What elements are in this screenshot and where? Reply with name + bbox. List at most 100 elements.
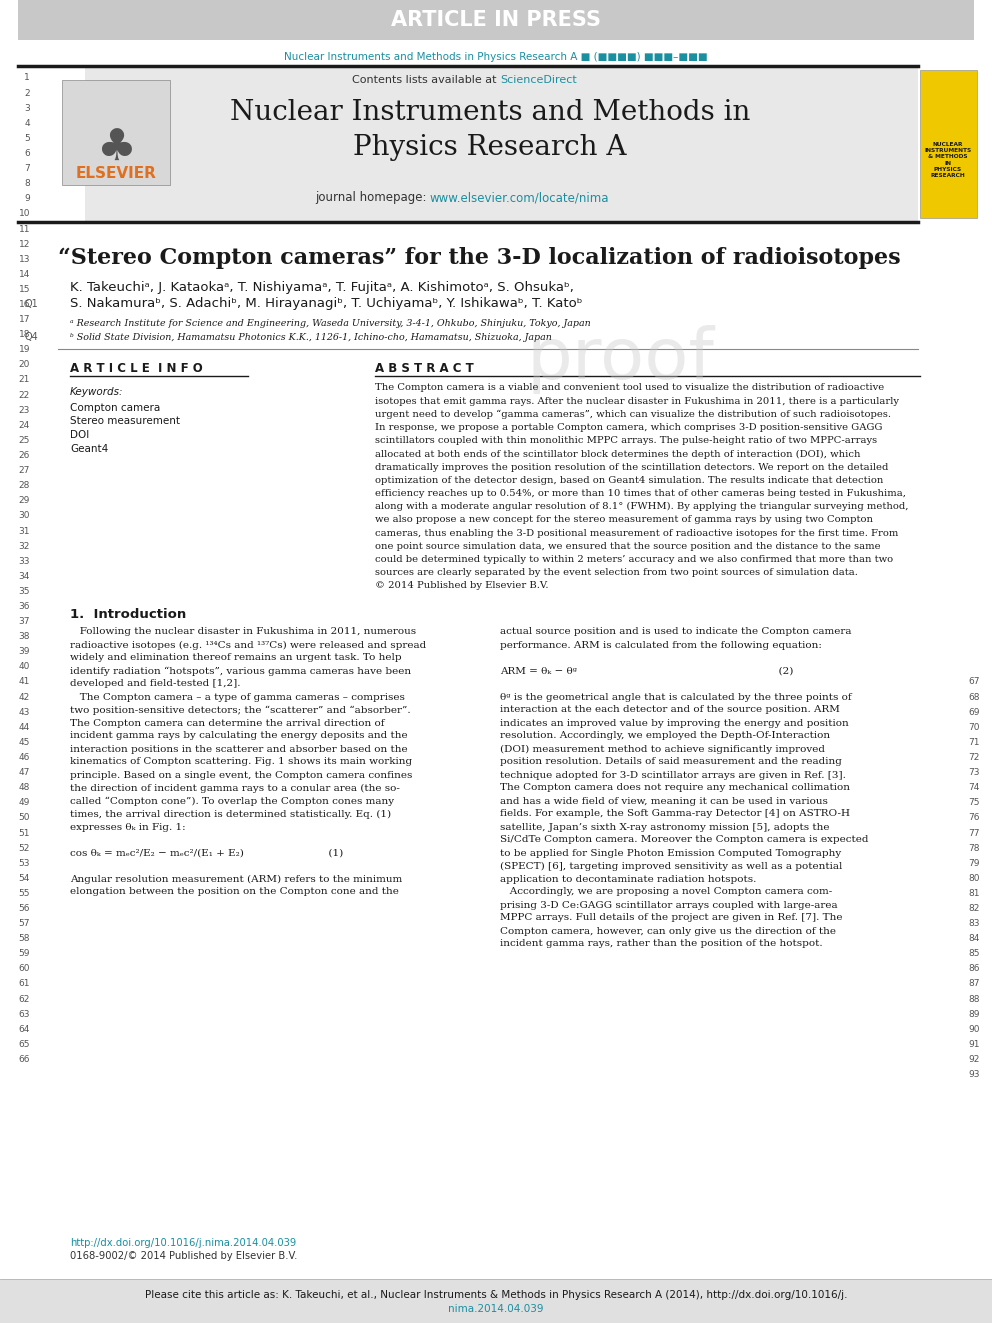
Text: 58: 58 bbox=[19, 934, 30, 943]
Text: 59: 59 bbox=[19, 950, 30, 958]
Text: 84: 84 bbox=[968, 934, 979, 943]
Text: 65: 65 bbox=[19, 1040, 30, 1049]
Text: Q1: Q1 bbox=[24, 299, 38, 310]
Text: 52: 52 bbox=[19, 844, 30, 852]
Text: 26: 26 bbox=[19, 451, 30, 460]
Text: ARM = θₖ − θᵍ                                                              (2): ARM = θₖ − θᵍ (2) bbox=[500, 667, 794, 676]
Text: 15: 15 bbox=[19, 284, 30, 294]
Text: 67: 67 bbox=[968, 677, 979, 687]
Text: urgent need to develop “gamma cameras”, which can visualize the distribution of : urgent need to develop “gamma cameras”, … bbox=[375, 410, 891, 419]
Text: 79: 79 bbox=[968, 859, 979, 868]
Text: 71: 71 bbox=[968, 738, 979, 747]
Text: sources are clearly separated by the event selection from two point sources of s: sources are clearly separated by the eve… bbox=[375, 569, 858, 577]
Text: developed and field-tested [1,2].: developed and field-tested [1,2]. bbox=[70, 680, 240, 688]
Text: isotopes that emit gamma rays. After the nuclear disaster in Fukushima in 2011, : isotopes that emit gamma rays. After the… bbox=[375, 397, 899, 406]
Text: 90: 90 bbox=[968, 1025, 979, 1033]
Text: 81: 81 bbox=[968, 889, 979, 898]
Text: 85: 85 bbox=[968, 950, 979, 958]
Text: 56: 56 bbox=[19, 904, 30, 913]
Text: 35: 35 bbox=[19, 587, 30, 595]
Text: 31: 31 bbox=[19, 527, 30, 536]
Text: 66: 66 bbox=[19, 1054, 30, 1064]
Text: DOI: DOI bbox=[70, 430, 89, 441]
Text: incident gamma rays by calculating the energy deposits and the: incident gamma rays by calculating the e… bbox=[70, 732, 408, 741]
Text: interaction at the each detector and of the source position. ARM: interaction at the each detector and of … bbox=[500, 705, 840, 714]
Text: 29: 29 bbox=[19, 496, 30, 505]
Text: 92: 92 bbox=[968, 1054, 979, 1064]
Text: 89: 89 bbox=[968, 1009, 979, 1019]
Text: A R T I C L E  I N F O: A R T I C L E I N F O bbox=[70, 361, 202, 374]
Text: 57: 57 bbox=[19, 919, 30, 929]
Text: (DOI) measurement method to achieve significantly improved: (DOI) measurement method to achieve sign… bbox=[500, 745, 825, 754]
Text: efficiency reaches up to 0.54%, or more than 10 times that of other cameras bein: efficiency reaches up to 0.54%, or more … bbox=[375, 490, 906, 497]
Text: principle. Based on a single event, the Compton camera confines: principle. Based on a single event, the … bbox=[70, 770, 413, 779]
Text: the direction of incident gamma rays to a conular area (the so-: the direction of incident gamma rays to … bbox=[70, 783, 400, 792]
Text: S. Nakamuraᵇ, S. Adachiᵇ, M. Hirayanagiᵇ, T. Uchiyamaᵇ, Y. Ishikawaᵇ, T. Katoᵇ: S. Nakamuraᵇ, S. Adachiᵇ, M. Hirayanagiᵇ… bbox=[70, 298, 582, 311]
Text: 42: 42 bbox=[19, 693, 30, 701]
Text: allocated at both ends of the scintillator block determines the depth of interac: allocated at both ends of the scintillat… bbox=[375, 450, 860, 459]
Text: 17: 17 bbox=[19, 315, 30, 324]
Text: θᵍ is the geometrical angle that is calculated by the three points of: θᵍ is the geometrical angle that is calc… bbox=[500, 692, 851, 701]
Text: journal homepage:: journal homepage: bbox=[314, 192, 430, 205]
Text: 43: 43 bbox=[19, 708, 30, 717]
Text: Angular resolution measurement (ARM) refers to the minimum: Angular resolution measurement (ARM) ref… bbox=[70, 875, 402, 884]
Text: position resolution. Details of said measurement and the reading: position resolution. Details of said mea… bbox=[500, 758, 842, 766]
Text: expresses θₖ in Fig. 1:: expresses θₖ in Fig. 1: bbox=[70, 823, 186, 831]
Text: 46: 46 bbox=[19, 753, 30, 762]
Text: A B S T R A C T: A B S T R A C T bbox=[375, 361, 474, 374]
Text: technique adopted for 3-D scintillator arrays are given in Ref. [3].: technique adopted for 3-D scintillator a… bbox=[500, 770, 846, 779]
Text: The Compton camera does not require any mechanical collimation: The Compton camera does not require any … bbox=[500, 783, 850, 792]
Text: 63: 63 bbox=[19, 1009, 30, 1019]
Bar bbox=[85, 66, 918, 222]
Text: 5: 5 bbox=[24, 134, 30, 143]
Text: Contents lists available at: Contents lists available at bbox=[352, 75, 500, 85]
Text: application to decontaminate radiation hotspots.: application to decontaminate radiation h… bbox=[500, 875, 756, 884]
Text: 77: 77 bbox=[968, 828, 979, 837]
Text: 21: 21 bbox=[19, 376, 30, 385]
Text: ScienceDirect: ScienceDirect bbox=[500, 75, 576, 85]
Text: ARTICLE IN PRESS: ARTICLE IN PRESS bbox=[391, 11, 601, 30]
Text: Nuclear Instruments and Methods in Physics Research A ■ (■■■■) ■■■–■■■: Nuclear Instruments and Methods in Physi… bbox=[284, 52, 708, 62]
Text: 11: 11 bbox=[19, 225, 30, 233]
Text: 51: 51 bbox=[19, 828, 30, 837]
Text: dramatically improves the position resolution of the scintillation detectors. We: dramatically improves the position resol… bbox=[375, 463, 889, 472]
Text: 74: 74 bbox=[968, 783, 979, 792]
Text: performance. ARM is calculated from the following equation:: performance. ARM is calculated from the … bbox=[500, 640, 822, 650]
Text: 88: 88 bbox=[968, 995, 979, 1004]
Text: Accordingly, we are proposing a novel Compton camera com-: Accordingly, we are proposing a novel Co… bbox=[500, 888, 832, 897]
Text: 86: 86 bbox=[968, 964, 979, 974]
Text: nima.2014.04.039: nima.2014.04.039 bbox=[448, 1304, 544, 1314]
Text: 40: 40 bbox=[19, 663, 30, 671]
Text: 19: 19 bbox=[19, 345, 30, 355]
Text: 48: 48 bbox=[19, 783, 30, 792]
Text: 83: 83 bbox=[968, 919, 979, 929]
Text: 76: 76 bbox=[968, 814, 979, 823]
Text: 18: 18 bbox=[19, 331, 30, 339]
Text: identify radiation “hotspots”, various gamma cameras have been: identify radiation “hotspots”, various g… bbox=[70, 667, 411, 676]
Text: www.elsevier.com/locate/nima: www.elsevier.com/locate/nima bbox=[430, 192, 609, 205]
Text: to be applied for Single Photon Emission Computed Tomography: to be applied for Single Photon Emission… bbox=[500, 848, 841, 857]
Text: 55: 55 bbox=[19, 889, 30, 898]
Text: 9: 9 bbox=[24, 194, 30, 204]
Text: 0168-9002/© 2014 Published by Elsevier B.V.: 0168-9002/© 2014 Published by Elsevier B… bbox=[70, 1252, 298, 1261]
Text: two position-sensitive detectors; the “scatterer” and “absorber”.: two position-sensitive detectors; the “s… bbox=[70, 705, 411, 714]
Text: 80: 80 bbox=[968, 873, 979, 882]
Text: 6: 6 bbox=[24, 149, 30, 157]
Text: radioactive isotopes (e.g. ¹³⁴Cs and ¹³⁷Cs) were released and spread: radioactive isotopes (e.g. ¹³⁴Cs and ¹³⁷… bbox=[70, 640, 427, 650]
Text: and has a wide field of view, meaning it can be used in various: and has a wide field of view, meaning it… bbox=[500, 796, 828, 806]
Text: fields. For example, the Soft Gamma-ray Detector [4] on ASTRO-H: fields. For example, the Soft Gamma-ray … bbox=[500, 810, 850, 819]
Text: optimization of the detector design, based on Geant4 simulation. The results ind: optimization of the detector design, bas… bbox=[375, 476, 883, 486]
Text: cameras, thus enabling the 3-D positional measurement of radioactive isotopes fo: cameras, thus enabling the 3-D positiona… bbox=[375, 529, 899, 537]
Text: actual source position and is used to indicate the Compton camera: actual source position and is used to in… bbox=[500, 627, 851, 636]
Text: widely and elimination thereof remains an urgent task. To help: widely and elimination thereof remains a… bbox=[70, 654, 402, 663]
Text: 69: 69 bbox=[968, 708, 979, 717]
Text: elongation between the position on the Compton cone and the: elongation between the position on the C… bbox=[70, 888, 399, 897]
Text: 50: 50 bbox=[19, 814, 30, 823]
Text: 45: 45 bbox=[19, 738, 30, 747]
Text: NUCLEAR
INSTRUMENTS
& METHODS
IN
PHYSICS
RESEARCH: NUCLEAR INSTRUMENTS & METHODS IN PHYSICS… bbox=[925, 142, 971, 179]
Text: proof: proof bbox=[526, 325, 714, 394]
Text: 39: 39 bbox=[19, 647, 30, 656]
Text: 7: 7 bbox=[24, 164, 30, 173]
Text: called “Compton cone”). To overlap the Compton cones many: called “Compton cone”). To overlap the C… bbox=[70, 796, 394, 806]
Text: incident gamma rays, rather than the position of the hotspot.: incident gamma rays, rather than the pos… bbox=[500, 939, 822, 949]
